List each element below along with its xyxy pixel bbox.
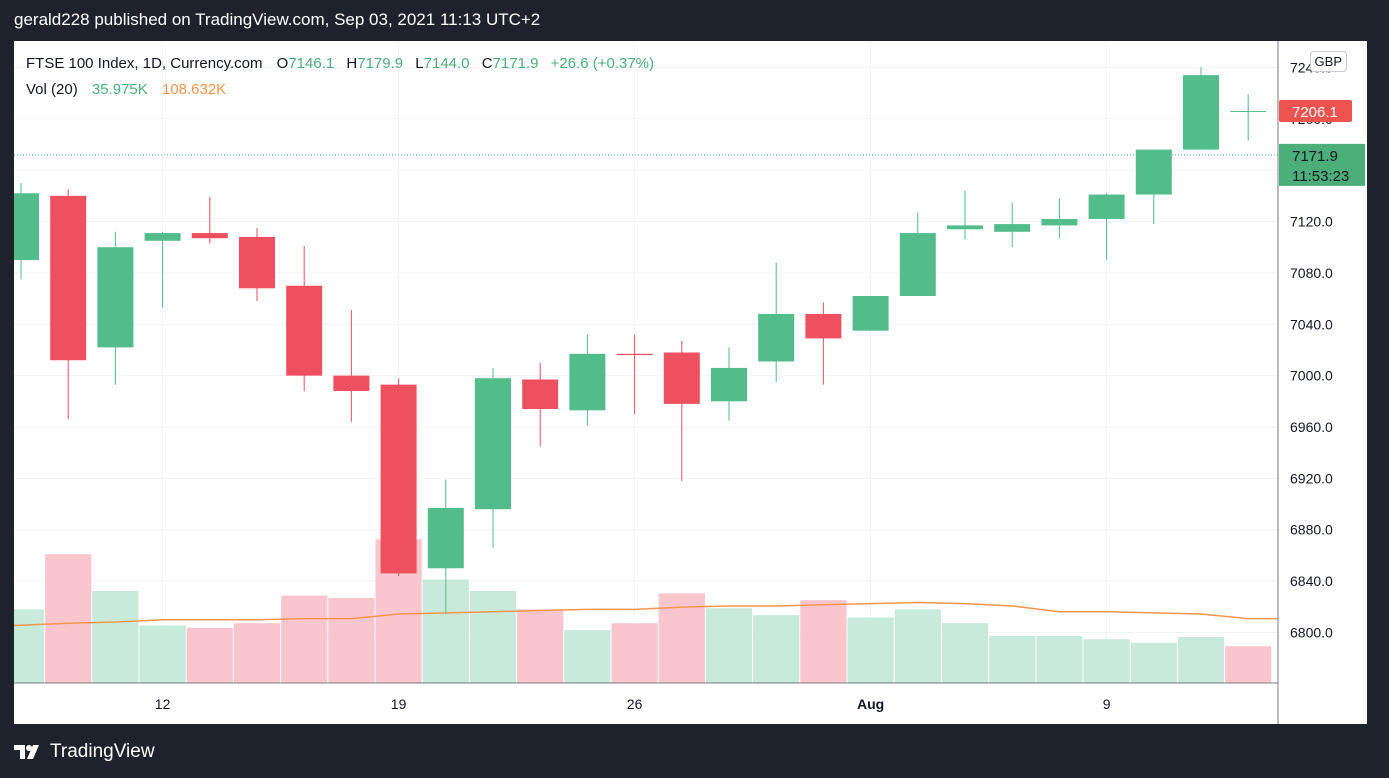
candle-body [239,236,275,289]
volume-bar [847,617,894,683]
candle-body [427,507,464,569]
candle-body [333,375,370,392]
change-value: +26.6 (+0.37%) [550,55,655,72]
volume-bar [705,608,753,683]
candle-body [616,353,653,356]
candle-body [1041,218,1078,226]
volume-ma-line [14,601,1278,627]
close-label: C [481,55,493,72]
candle-body [852,296,889,331]
price-tick-label: 7040.0 [1290,316,1333,332]
volume-bar [92,591,139,683]
tradingview-brand[interactable]: TradingView [14,741,155,763]
candle-body [805,313,842,339]
countdown-text: 11:53:23 [1292,168,1349,185]
volume-bar [753,615,800,683]
low-label: L [415,55,424,72]
time-tick-label: 9 [1103,696,1111,712]
close-price-tag-text: 7171.9 [1292,148,1338,165]
time-tick-label: 26 [627,696,643,712]
volume-label[interactable]: Vol (20) [26,81,78,98]
candle-body [663,352,700,404]
volume-bar [328,597,375,683]
volume-bar [1083,639,1130,683]
volume-bar [989,635,1036,683]
price-tick-label: 6920.0 [1290,470,1333,486]
volume-value: 35.975K [91,81,148,98]
currency-badge[interactable]: GBP [1309,51,1347,72]
candle-body [1230,110,1267,112]
symbol-legend: FTSE 100 Index, 1D, Currency.com O7146.1… [26,55,658,72]
current-price-tag-text: 7206.1 [1292,104,1338,121]
brand-name: TradingView [50,741,155,762]
volume-bar [281,595,328,683]
volume-bar [1225,646,1272,683]
candle-body [947,225,983,230]
publish-info: gerald228 published on TradingView.com, … [14,10,541,29]
price-tick-label: 6880.0 [1290,522,1333,538]
candle-body [380,384,417,574]
price-tick-label: 7000.0 [1290,368,1333,384]
time-tick-label: Aug [857,696,884,712]
time-tick-label: 19 [391,696,407,712]
volume-bar [186,627,233,683]
volume-ma-value: 108.632K [161,81,227,98]
candle-body [50,195,87,361]
volume-bar [517,609,564,683]
volume-bar [1130,642,1177,683]
low-value: 7144.0 [423,55,470,72]
volume-bar [941,623,989,683]
candlestick-chart[interactable]: 7240.07200.07160.07120.07080.07040.07000… [14,41,1367,724]
candle-body [899,233,936,297]
price-tick-label: 6800.0 [1290,624,1333,640]
volume-bar [564,630,611,683]
candle-body [475,378,511,510]
close-value: 7171.9 [492,55,539,72]
candle-body [1088,194,1125,219]
high-value: 7179.9 [357,55,404,72]
volume-bar [800,600,847,683]
time-tick-label: 12 [155,696,171,712]
volume-bar [233,623,281,683]
candle-body [14,193,39,261]
close-price-tag [1279,143,1365,186]
high-label: H [346,55,358,72]
symbol-title[interactable]: FTSE 100 Index, 1D, Currency.com [26,55,263,72]
tradingview-logo-icon [14,745,39,759]
candle-body [286,285,323,376]
candle-body [144,233,181,241]
volume-bar [1177,637,1225,683]
price-tick-label: 7120.0 [1290,214,1333,230]
volume-bar [611,623,658,683]
current-price-tag [1279,99,1352,122]
volume-bar [894,609,941,683]
volume-legend: Vol (20) 35.975K 108.632K [26,81,230,98]
candle-body [522,379,559,410]
chart-panel[interactable]: 7240.07200.07160.07120.07080.07040.07000… [14,41,1367,724]
volume-bar [45,554,92,683]
volume-bar [14,609,45,683]
open-label: O [276,55,289,72]
price-tick-label: 7080.0 [1290,265,1333,281]
price-tick-label: 6840.0 [1290,573,1333,589]
candle-body [97,247,134,348]
candle-body [569,353,606,411]
candle-body [1135,149,1172,195]
candle-body [191,233,228,239]
open-value: 7146.1 [288,55,335,72]
candle-body [758,313,795,362]
volume-bar [1036,635,1083,683]
candle-body [1183,75,1219,150]
candle-body [994,224,1031,232]
volume-bar [469,591,517,683]
volume-bar [139,625,186,683]
candle-body [711,367,747,402]
price-tick-label: 6960.0 [1290,419,1333,435]
